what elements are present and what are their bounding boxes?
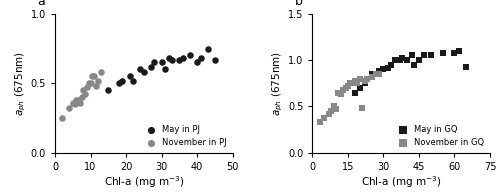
May in PJ	[196, 57, 204, 60]
Text: a: a	[37, 0, 45, 8]
November in GQ	[316, 121, 324, 124]
November in PJ	[92, 84, 100, 88]
November in GQ	[360, 79, 368, 82]
May in GQ	[415, 59, 423, 62]
November in GQ	[374, 73, 382, 76]
November in PJ	[72, 98, 80, 102]
November in GQ	[346, 82, 354, 85]
November in GQ	[330, 105, 338, 108]
November in GQ	[356, 77, 364, 80]
May in GQ	[374, 70, 382, 73]
May in GQ	[396, 59, 404, 62]
Legend: May in PJ, November in PJ: May in PJ, November in PJ	[142, 123, 229, 149]
May in PJ	[164, 57, 172, 60]
May in GQ	[384, 66, 392, 69]
May in PJ	[176, 58, 184, 61]
November in GQ	[328, 110, 336, 113]
May in PJ	[179, 57, 187, 60]
May in GQ	[450, 51, 458, 54]
November in GQ	[320, 116, 328, 119]
November in PJ	[83, 86, 91, 89]
May in GQ	[420, 54, 428, 57]
May in PJ	[136, 68, 144, 71]
November in PJ	[76, 101, 84, 104]
May in GQ	[455, 49, 463, 52]
May in GQ	[356, 86, 364, 90]
November in GQ	[339, 88, 347, 91]
November in PJ	[78, 96, 86, 99]
May in GQ	[380, 68, 388, 71]
May in PJ	[129, 79, 137, 82]
May in GQ	[427, 54, 435, 57]
November in GQ	[342, 86, 349, 90]
November in GQ	[344, 84, 352, 88]
November in PJ	[74, 98, 82, 102]
November in GQ	[332, 108, 340, 111]
Text: b: b	[294, 0, 302, 8]
May in PJ	[140, 71, 148, 74]
November in GQ	[334, 91, 342, 94]
November in PJ	[65, 107, 73, 110]
May in PJ	[204, 47, 212, 50]
May in PJ	[115, 82, 123, 85]
November in PJ	[88, 75, 96, 78]
November in PJ	[81, 93, 89, 96]
May in GQ	[351, 91, 359, 94]
May in GQ	[438, 51, 446, 54]
November in GQ	[337, 93, 345, 96]
November in PJ	[80, 89, 88, 92]
November in PJ	[90, 75, 98, 78]
November in PJ	[58, 116, 66, 120]
November in GQ	[325, 112, 333, 115]
November in PJ	[70, 103, 78, 106]
May in PJ	[193, 61, 201, 64]
November in PJ	[69, 101, 77, 104]
Y-axis label: $a_{ph}$ (675nm): $a_{ph}$ (675nm)	[271, 51, 285, 116]
May in PJ	[168, 58, 176, 61]
November in GQ	[358, 107, 366, 110]
X-axis label: Chl-a (mg m$^{-3}$): Chl-a (mg m$^{-3}$)	[104, 175, 184, 191]
May in GQ	[360, 82, 368, 85]
November in GQ	[351, 79, 359, 82]
November in PJ	[86, 82, 94, 85]
November in PJ	[94, 79, 102, 82]
May in GQ	[410, 63, 418, 66]
May in PJ	[186, 54, 194, 57]
X-axis label: Chl-a (mg m$^{-3}$): Chl-a (mg m$^{-3}$)	[361, 175, 442, 191]
November in PJ	[97, 71, 105, 74]
May in PJ	[126, 75, 134, 78]
November in GQ	[348, 82, 356, 85]
November in GQ	[354, 82, 362, 85]
May in GQ	[403, 59, 411, 62]
Y-axis label: $a_{ph}$ (675nm): $a_{ph}$ (675nm)	[14, 51, 28, 116]
May in PJ	[161, 68, 169, 71]
May in PJ	[147, 65, 155, 68]
May in GQ	[398, 57, 406, 60]
November in GQ	[363, 77, 371, 80]
May in PJ	[104, 89, 112, 92]
November in PJ	[84, 82, 92, 85]
May in GQ	[392, 59, 400, 62]
May in GQ	[408, 54, 416, 57]
May in GQ	[386, 63, 394, 66]
Legend: May in GQ, November in GQ: May in GQ, November in GQ	[393, 123, 486, 149]
May in PJ	[118, 79, 126, 82]
May in GQ	[462, 65, 470, 68]
May in GQ	[368, 73, 376, 76]
November in GQ	[372, 73, 380, 76]
May in PJ	[158, 61, 166, 64]
May in PJ	[150, 61, 158, 64]
November in GQ	[368, 75, 376, 78]
May in PJ	[211, 58, 219, 61]
